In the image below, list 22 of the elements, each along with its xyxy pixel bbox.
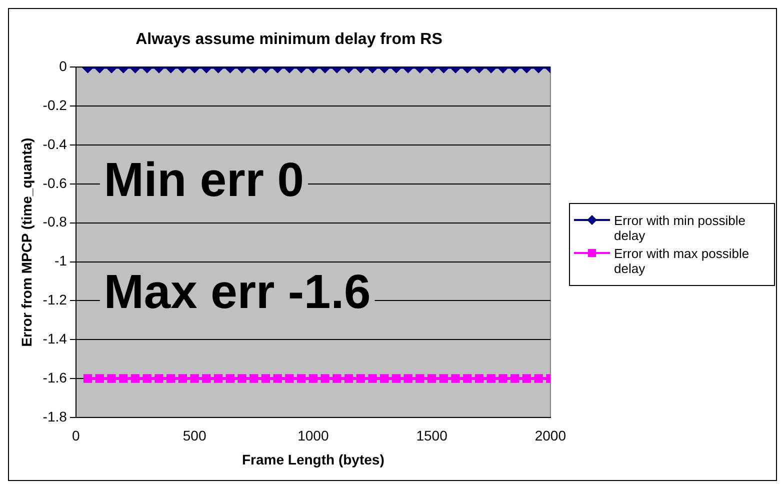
- annotation: Min err 0: [104, 154, 304, 207]
- y-tick-label: 0: [59, 58, 68, 74]
- chart-title: Always assume minimum delay from RS: [136, 31, 443, 48]
- y-tick-label: -1.6: [42, 369, 68, 386]
- y-tick-label: -1: [54, 252, 68, 269]
- y-tick-label: -1.8: [42, 408, 68, 424]
- x-tick-label: 2000: [534, 428, 566, 444]
- y-tick-label: -0.8: [42, 214, 68, 230]
- x-tick-label: 1500: [416, 428, 448, 444]
- y-axis-title: Error from MPCP (time_quanta): [18, 138, 34, 347]
- y-tick-label: -0.4: [42, 136, 68, 152]
- x-tick-label: 0: [72, 428, 80, 444]
- y-tick-label: -1.2: [42, 292, 68, 308]
- annotation: Max err -1.6: [104, 266, 371, 320]
- x-axis-title: Frame Length (bytes): [242, 451, 384, 468]
- legend-label: Error with max possible delay: [614, 246, 750, 276]
- y-tick-label: -0.2: [42, 96, 68, 113]
- x-tick-label: 500: [182, 428, 206, 444]
- legend-label: Error with min possible delay: [614, 213, 746, 243]
- y-tick-label: -0.6: [42, 174, 68, 191]
- y-tick-label: -1.4: [42, 330, 68, 346]
- x-tick-label: 1000: [298, 428, 329, 444]
